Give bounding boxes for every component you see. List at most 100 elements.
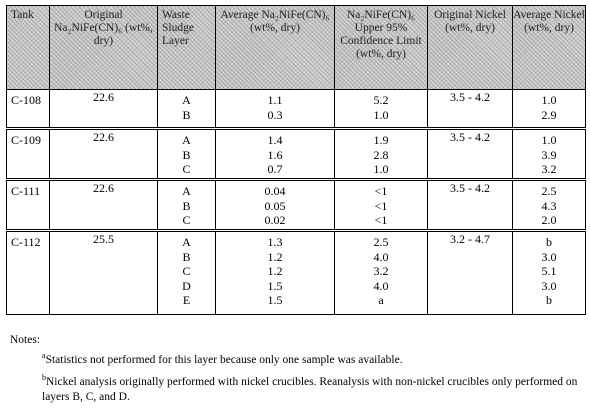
- note-a-text: Statistics not performed for this layer …: [45, 354, 403, 366]
- header-layer: Waste Sludge Layer: [157, 5, 216, 90]
- cell-upper-confidence-value: a: [378, 293, 384, 307]
- cell-average-na: 0.04 0.05 0.02: [215, 178, 335, 231]
- cell-upper-confidence-value: 1.0: [373, 162, 389, 176]
- cell-upper-confidence-value: 3.2: [373, 264, 389, 278]
- cell-average-nickel-value: 3.9: [541, 147, 557, 162]
- cell-average-nickel-value: 1.0: [541, 133, 557, 147]
- cell-average-nickel: b 3.0 5.1 3.0 b: [512, 229, 586, 315]
- cell-average-nickel-value: b: [546, 235, 552, 249]
- cell-average-nickel-value: 1.0: [541, 93, 557, 107]
- cell-layer-value: B: [182, 147, 191, 162]
- cell-average-na: 1.1 0.3: [215, 89, 335, 129]
- cell-original-na: 22.6: [49, 178, 158, 231]
- cell-average-nickel: 1.0 3.9 3.2: [512, 127, 586, 180]
- header-original-nickel: Original Nickel (wt%, dry): [427, 5, 513, 90]
- cell-average-na-value: 1.4: [267, 133, 283, 147]
- cell-upper-confidence-value: 4.0: [373, 278, 389, 293]
- cell-layer-value: A: [182, 184, 191, 198]
- cell-average-na-value: 0.05: [264, 198, 286, 213]
- cell-original-nickel: 3.2 - 4.7: [427, 229, 513, 315]
- cell-average-na: 1.4 1.6 0.7: [215, 127, 335, 180]
- cell-original-na: 22.6: [49, 127, 158, 180]
- notes-heading: Notes:: [10, 334, 41, 346]
- cell-tank: C-111: [6, 178, 50, 231]
- header-row: Tank Original Na₂NiFe(CN)₆ (wt%, dry) Wa…: [6, 5, 586, 90]
- cell-upper-confidence: 2.5 4.0 3.2 4.0 a: [334, 229, 428, 315]
- cell-upper-confidence-value: 5.2: [373, 93, 389, 107]
- cell-layer-value: B: [182, 198, 191, 213]
- cell-upper-confidence-value: <1: [374, 213, 388, 227]
- cell-average-na-value: 0.7: [267, 162, 283, 176]
- cell-layer-value: C: [182, 264, 191, 278]
- results-table: Tank Original Na₂NiFe(CN)₆ (wt%, dry) Wa…: [6, 5, 586, 315]
- cell-average-na-value: 1.2: [267, 249, 283, 264]
- cell-layer-value: C: [182, 213, 191, 227]
- cell-upper-confidence-value: 2.5: [373, 235, 389, 249]
- cell-upper-confidence-value: <1: [374, 198, 388, 213]
- cell-average-na: 1.3 1.2 1.2 1.5 1.5: [215, 229, 335, 315]
- cell-layer-value: A: [182, 235, 191, 249]
- header-tank: Tank: [6, 5, 50, 90]
- cell-original-nickel: 3.5 - 4.2: [427, 178, 513, 231]
- header-upper-confidence: Na₂NiFe(CN)₆ Upper 95% Confidence Limit …: [334, 5, 428, 90]
- cell-average-nickel-value: 3.2: [541, 162, 557, 176]
- note-b: bNickel analysis originally performed wi…: [42, 373, 582, 405]
- note-b-text: Nickel analysis originally performed wit…: [42, 376, 578, 403]
- cell-upper-confidence-value: 2.8: [373, 147, 389, 162]
- cell-average-nickel-value: 3.0: [541, 278, 557, 293]
- cell-upper-confidence-value: 1.0: [373, 107, 389, 122]
- cell-average-nickel-value: 5.1: [541, 264, 557, 278]
- cell-average-na-value: 0.04: [264, 184, 286, 198]
- cell-layer-value: C: [182, 162, 191, 176]
- cell-layer-value: A: [182, 133, 191, 147]
- note-b-marker: b: [42, 373, 46, 383]
- header-original-na: Original Na₂NiFe(CN)₆ (wt%, dry): [49, 5, 158, 90]
- cell-average-nickel-value: 2.0: [541, 213, 557, 227]
- cell-tank: C-108: [6, 89, 50, 129]
- cell-layer-value: E: [182, 293, 191, 307]
- cell-original-nickel: 3.5 - 4.2: [427, 127, 513, 180]
- cell-average-nickel-value: 2.9: [541, 107, 557, 122]
- cell-layer-value: B: [182, 107, 191, 122]
- table-row: C-108 22.6 A B 1.1 0.3 5.2 1.0 3.5 - 4.2 1.0 2.9: [6, 89, 586, 129]
- cell-average-na-value: 0.02: [264, 213, 286, 227]
- cell-average-nickel-value: 3.0: [541, 249, 557, 264]
- cell-average-nickel-value: 4.3: [541, 198, 557, 213]
- cell-average-nickel: 1.0 2.9: [512, 89, 586, 129]
- table-row: C-112 25.5 A B C D E 1.3 1.2 1.2 1.5 1.5 2.5 4.0 3.2 4.…: [6, 229, 586, 315]
- cell-layer-value: D: [182, 278, 191, 293]
- cell-average-nickel-value: b: [546, 293, 552, 307]
- cell-upper-confidence: <1 <1 <1: [334, 178, 428, 231]
- cell-tank: C-109: [6, 127, 50, 180]
- cell-average-na-value: 1.6: [267, 147, 283, 162]
- cell-upper-confidence-value: 4.0: [373, 249, 389, 264]
- header-average-nickel: Average Nickel (wt%, dry): [512, 5, 586, 90]
- cell-upper-confidence-value: 1.9: [373, 133, 389, 147]
- cell-average-na-value: 1.5: [267, 278, 283, 293]
- cell-layer-value: A: [182, 93, 191, 107]
- cell-tank: C-112: [6, 229, 50, 315]
- cell-average-na-value: 1.3: [267, 235, 283, 249]
- cell-original-na: 25.5: [49, 229, 158, 315]
- cell-average-na-value: 1.2: [267, 264, 283, 278]
- cell-upper-confidence-value: <1: [374, 184, 388, 198]
- table-row: C-109 22.6 A B C 1.4 1.6 0.7 1.9 2.8 1.0 3.5 - 4.2 1…: [6, 127, 586, 180]
- cell-layer-value: B: [182, 249, 191, 264]
- note-a: aStatistics not performed for this layer…: [42, 351, 577, 368]
- table-row: C-111 22.6 A B C 0.04 0.05 0.02 <1 <1 <1 3.5 - 4.2 2…: [6, 178, 586, 231]
- note-a-marker: a: [42, 351, 46, 361]
- cell-upper-confidence: 5.2 1.0: [334, 89, 428, 129]
- cell-average-na-value: 0.3: [267, 107, 283, 122]
- cell-average-na-value: 1.5: [267, 293, 283, 307]
- cell-original-na: 22.6: [49, 89, 158, 129]
- cell-average-nickel-value: 2.5: [541, 184, 557, 198]
- cell-average-nickel: 2.5 4.3 2.0: [512, 178, 586, 231]
- table-body: C-108 22.6 A B 1.1 0.3 5.2 1.0 3.5 - 4.2 1.0 2.9 C-…: [6, 89, 586, 315]
- cell-original-nickel: 3.5 - 4.2: [427, 89, 513, 129]
- cell-average-na-value: 1.1: [267, 93, 283, 107]
- cell-upper-confidence: 1.9 2.8 1.0: [334, 127, 428, 180]
